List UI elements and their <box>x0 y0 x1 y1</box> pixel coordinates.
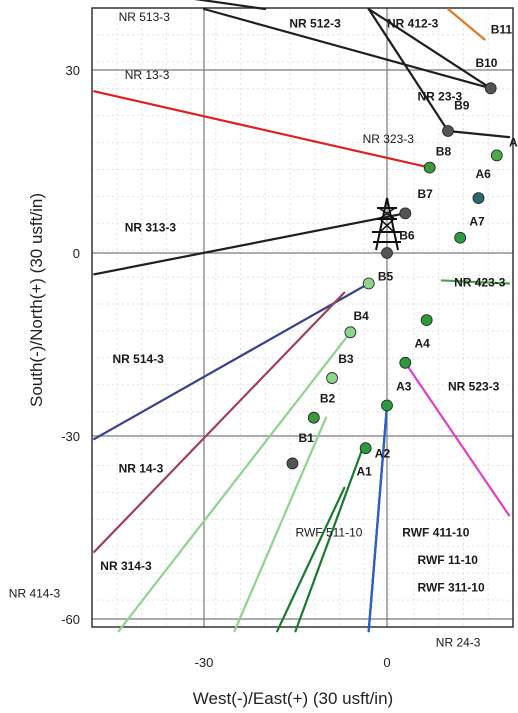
well-label: NR 513-3 <box>119 10 171 24</box>
well-path-nr-323-3 <box>446 129 511 139</box>
well-path-rwf-411-10 <box>294 447 364 633</box>
well-point-a1 <box>359 442 372 455</box>
well-label: B11 <box>491 22 513 36</box>
well-label: NR 314-3 <box>100 559 152 573</box>
plot-frame <box>91 7 514 628</box>
well-label: RWF 311-10 <box>418 581 485 595</box>
well-point-b5 <box>362 277 375 290</box>
point-label: B7 <box>418 187 434 201</box>
point-label: A <box>509 135 518 149</box>
point-label: B8 <box>436 144 452 158</box>
well-label: NR 423-3 <box>454 276 506 290</box>
y-tick-label: 30 <box>66 63 80 78</box>
well-label: NR 13-3 <box>125 68 170 82</box>
well-label: NR 313-3 <box>125 221 177 235</box>
well-point-b7 <box>399 207 412 220</box>
well-path-nr-314-3 <box>117 331 352 633</box>
well-point-a2 <box>381 399 393 412</box>
well-path-nr-512-3 <box>202 7 492 90</box>
well-point-b4 <box>344 326 357 339</box>
y-tick-label: -60 <box>61 612 80 627</box>
rig-icon <box>372 197 402 251</box>
well-point-b10 <box>484 82 497 95</box>
well-points <box>286 82 503 470</box>
x-axis-label: West(-)/East(+) (30 usft/in) <box>193 689 393 708</box>
well-label: RWF 511-10 <box>296 526 363 540</box>
well-path-b11 <box>446 7 486 41</box>
well-point-a6 <box>472 192 485 205</box>
well-path-nr-514-3 <box>93 282 370 441</box>
well-point-b1 <box>286 457 299 470</box>
point-label: B4 <box>353 309 369 323</box>
well-labels: NR 513-3 NR 512-3 NR 412-3 NR 23-3 NR 13-3 NR… <box>9 10 518 649</box>
well-path-nr-24-3 <box>367 404 389 633</box>
well-point-a4 <box>420 314 433 327</box>
well-point-b8 <box>423 161 436 174</box>
well-path-nr-513-3 <box>194 0 267 11</box>
well-label: NR 14-3 <box>119 462 164 476</box>
y-tick-label: 0 <box>73 246 80 261</box>
well-path-nr-423-3 <box>440 279 511 285</box>
point-label: A2 <box>375 446 391 460</box>
well-paths <box>93 0 511 633</box>
point-label: B3 <box>338 352 354 366</box>
well-label: NR 514-3 <box>113 352 165 366</box>
grid <box>91 7 514 628</box>
well-label: NR 412-3 <box>387 16 439 30</box>
point-label: B6 <box>399 229 415 243</box>
well-point-b3 <box>326 372 339 384</box>
x-tick-label: -30 <box>195 655 214 670</box>
point-label: A4 <box>414 337 430 351</box>
point-label: A3 <box>396 379 412 393</box>
y-tick-label: -30 <box>61 429 80 444</box>
well-label: RWF 411-10 <box>402 526 469 540</box>
well-path-rwf-511-10 <box>276 486 346 633</box>
well-point-a <box>490 149 503 162</box>
well-path-nr-414-3 <box>233 416 328 633</box>
well-path-nr-412-3 <box>367 7 492 90</box>
well-path-nr-14-3 <box>93 291 346 554</box>
well-label: NR 24-3 <box>436 635 481 649</box>
point-label: B9 <box>454 99 470 113</box>
point-label: B10 <box>475 56 497 70</box>
well-path-nr-13-3 <box>93 90 431 169</box>
well-label: NR 23-3 <box>418 90 463 104</box>
well-label: NR 512-3 <box>289 16 341 30</box>
point-label: B5 <box>378 269 394 283</box>
axes: -30 0 30 0 -30 -60 <box>61 7 514 670</box>
well-point-b2 <box>307 411 320 424</box>
y-axis-label: South(-)/North(+) (30 usft/in) <box>27 193 46 407</box>
point-label: A6 <box>475 167 491 181</box>
well-point-a7 <box>454 231 467 244</box>
point-label: A1 <box>357 465 373 479</box>
point-label: B1 <box>299 431 315 445</box>
well-path-nr-523-3 <box>404 361 511 517</box>
point-label: A7 <box>469 215 485 229</box>
well-path-nr-313-3 <box>93 212 407 276</box>
well-point-a3 <box>399 356 412 369</box>
well-label: NR 414-3 <box>9 587 61 601</box>
well-path-nr-23-3 <box>367 7 450 133</box>
well-point-b6 <box>381 247 393 259</box>
well-label: NR 323-3 <box>363 132 415 146</box>
point-label: B2 <box>320 391 336 405</box>
well-label: NR 523-3 <box>448 379 500 393</box>
well-label: RWF 11-10 <box>418 553 479 567</box>
x-tick-label: 0 <box>383 655 390 670</box>
well-point-b9 <box>442 125 454 137</box>
